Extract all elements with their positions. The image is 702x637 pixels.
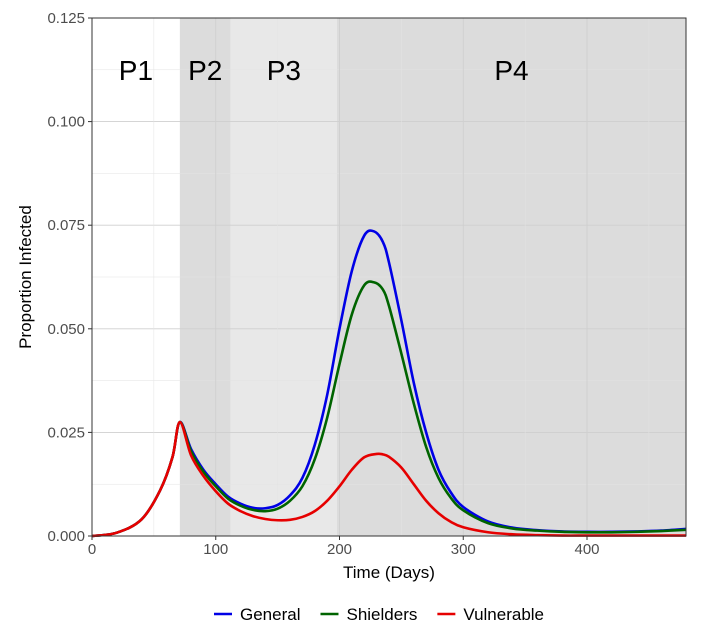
x-tick-label: 0 [88,541,96,558]
x-tick-label: 400 [574,541,599,558]
x-tick-label: 100 [203,541,228,558]
y-tick-label: 0.125 [47,10,85,27]
legend-label-general: General [240,605,300,624]
series-line-vulnerable [91,420,686,538]
legend-label-vulnerable: Vulnerable [463,605,544,624]
plot-panel-border [91,17,687,537]
x-tick-label: 200 [327,541,352,558]
phase-label-p1: P1 [119,55,153,86]
y-tick-label: 0.100 [47,114,85,131]
y-tick-label: 0.075 [47,217,85,234]
phase-label-p4: P4 [494,55,528,86]
x-axis-ticks: 0 100 200 300 400 [88,536,600,558]
y-tick-label: 0.050 [47,321,85,338]
legend: General Shielders Vulnerable [214,605,544,624]
x-axis-title: Time (Days) [343,563,435,582]
phase-labels: P1 P2 P3 P4 [119,55,529,86]
series-lines [91,229,687,538]
x-tick-label: 300 [451,541,476,558]
y-axis-title: Proportion Infected [16,205,35,349]
y-tick-label: 0.025 [47,424,85,441]
y-axis-ticks: 0.000 0.025 0.050 0.075 0.100 0.125 [47,10,92,545]
series-line-shielders [91,280,687,538]
phase-label-p2: P2 [188,55,222,86]
y-tick-label: 0.000 [47,528,85,545]
legend-label-shielders: Shielders [346,605,417,624]
phase-label-p3: P3 [267,55,301,86]
